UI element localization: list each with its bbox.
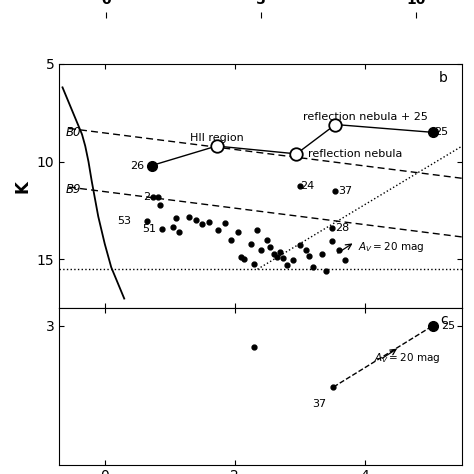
Text: 28: 28 bbox=[335, 223, 349, 233]
Y-axis label: K: K bbox=[13, 180, 31, 192]
Text: 26: 26 bbox=[130, 161, 144, 171]
Text: 2: 2 bbox=[143, 192, 150, 202]
Text: 37: 37 bbox=[312, 399, 326, 409]
Text: 24: 24 bbox=[301, 181, 315, 191]
Text: B0: B0 bbox=[66, 126, 81, 139]
Text: 37: 37 bbox=[338, 186, 352, 196]
Text: 25: 25 bbox=[441, 321, 455, 331]
Text: b: b bbox=[439, 71, 448, 85]
Text: reflection nebula: reflection nebula bbox=[308, 149, 402, 159]
Text: $A_V=20$ mag: $A_V=20$ mag bbox=[374, 351, 441, 365]
Text: reflection nebula + 25: reflection nebula + 25 bbox=[303, 112, 428, 122]
Text: 25: 25 bbox=[434, 128, 448, 137]
Text: B9: B9 bbox=[66, 182, 81, 196]
Text: 53: 53 bbox=[117, 216, 131, 226]
Text: HII region: HII region bbox=[190, 133, 243, 143]
Text: c: c bbox=[440, 313, 448, 327]
X-axis label: J−K: J−K bbox=[244, 334, 277, 352]
Text: $A_V=20$ mag: $A_V=20$ mag bbox=[358, 240, 425, 254]
Text: 51: 51 bbox=[142, 224, 156, 234]
